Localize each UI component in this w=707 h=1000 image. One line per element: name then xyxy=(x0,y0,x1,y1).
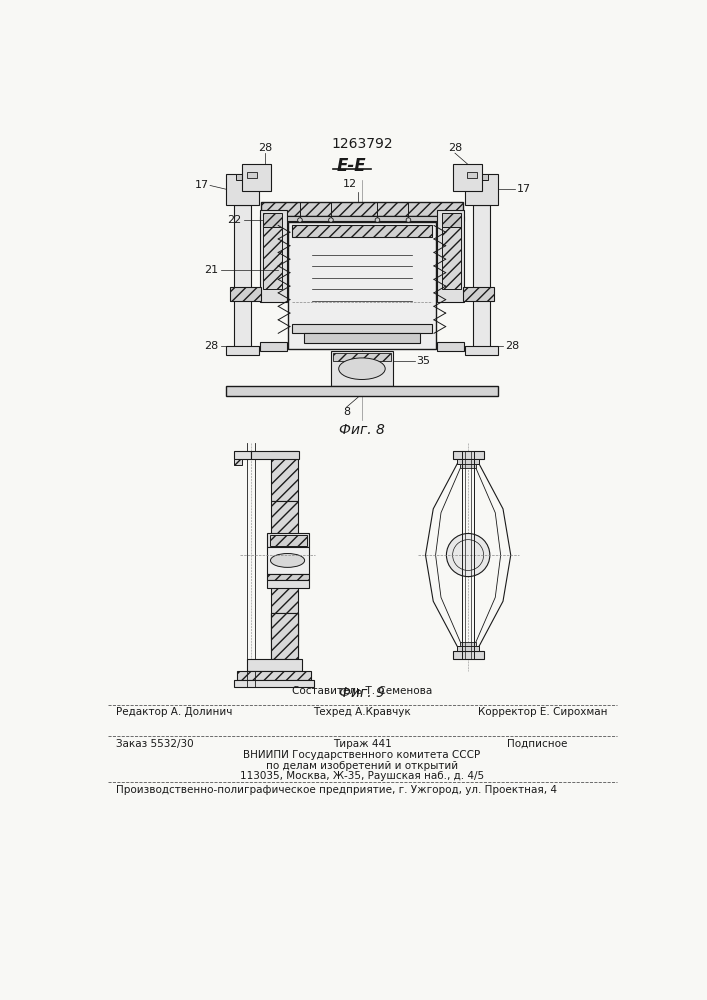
Text: ВНИИПИ Государственного комитета СССР: ВНИИПИ Государственного комитета СССР xyxy=(243,750,481,760)
Circle shape xyxy=(329,218,333,222)
Bar xyxy=(465,346,498,355)
Bar xyxy=(465,174,498,205)
Text: 28: 28 xyxy=(204,341,218,351)
Bar xyxy=(457,459,479,464)
Bar xyxy=(242,164,271,191)
FancyBboxPatch shape xyxy=(306,239,418,316)
Bar xyxy=(452,164,482,191)
Text: 28: 28 xyxy=(506,341,520,351)
Ellipse shape xyxy=(339,358,385,379)
Bar xyxy=(292,225,432,237)
Bar xyxy=(332,353,392,361)
Bar xyxy=(304,333,420,343)
Bar xyxy=(230,287,261,301)
Text: 28: 28 xyxy=(258,143,272,153)
Bar xyxy=(467,172,477,178)
Bar xyxy=(263,227,282,289)
Text: 21: 21 xyxy=(204,265,218,275)
Text: 8: 8 xyxy=(343,407,350,417)
Bar xyxy=(234,451,251,459)
Bar xyxy=(267,580,309,588)
Text: 17: 17 xyxy=(194,180,209,190)
Bar xyxy=(259,210,287,302)
Bar xyxy=(271,613,298,686)
Bar xyxy=(442,227,461,289)
Text: Подписное: Подписное xyxy=(507,739,567,749)
Text: 1263792: 1263792 xyxy=(331,137,393,151)
Bar xyxy=(452,451,484,459)
Text: 12: 12 xyxy=(344,179,357,189)
Bar xyxy=(267,533,309,547)
Bar xyxy=(271,451,298,501)
Bar xyxy=(457,646,479,651)
Bar xyxy=(259,342,287,351)
Bar xyxy=(251,451,299,459)
Text: Фиг. 8: Фиг. 8 xyxy=(339,423,385,437)
Text: 28: 28 xyxy=(448,143,462,153)
Text: Производственно-полиграфическое предприятие, г. Ужгород, ул. Проектная, 4: Производственно-полиграфическое предприя… xyxy=(115,785,556,795)
Bar xyxy=(267,574,309,580)
Bar xyxy=(331,351,393,386)
Bar xyxy=(462,287,493,301)
Bar xyxy=(473,205,490,347)
Text: Техред А.Кравчук: Техред А.Кравчук xyxy=(313,707,411,717)
Text: Составитель Т. Семенова: Составитель Т. Семенова xyxy=(292,686,432,696)
Bar xyxy=(270,535,307,546)
Bar xyxy=(452,651,484,659)
Bar xyxy=(226,346,259,355)
Bar xyxy=(235,174,250,180)
Text: по делам изобретений и открытий: по делам изобретений и открытий xyxy=(266,761,458,771)
Text: Заказ 5532/30: Заказ 5532/30 xyxy=(115,739,193,749)
Text: Фиг. 9: Фиг. 9 xyxy=(339,686,385,700)
Bar xyxy=(442,213,461,227)
Bar xyxy=(271,613,298,659)
Circle shape xyxy=(406,218,411,222)
Bar xyxy=(261,202,462,216)
Circle shape xyxy=(375,218,380,222)
Text: Тираж 441: Тираж 441 xyxy=(332,739,392,749)
Text: 35: 35 xyxy=(416,356,430,366)
Bar xyxy=(247,659,301,671)
Text: 17: 17 xyxy=(517,184,531,194)
Bar xyxy=(259,216,464,221)
Text: 113035, Москва, Ж-35, Раушская наб., д. 4/5: 113035, Москва, Ж-35, Раушская наб., д. … xyxy=(240,771,484,781)
Bar xyxy=(226,386,498,396)
Bar xyxy=(234,680,314,687)
Bar xyxy=(226,174,259,205)
Text: E-E: E-E xyxy=(337,157,367,175)
Bar xyxy=(460,642,476,646)
Text: Корректор Е. Сирохман: Корректор Е. Сирохман xyxy=(478,707,607,717)
Bar xyxy=(474,174,489,180)
Bar xyxy=(267,547,309,574)
Bar xyxy=(292,324,432,333)
Bar xyxy=(234,205,251,347)
Text: 22: 22 xyxy=(228,215,242,225)
Text: Редактор А. Долинич: Редактор А. Долинич xyxy=(115,707,232,717)
Ellipse shape xyxy=(271,554,305,567)
Bar xyxy=(437,210,464,302)
Bar xyxy=(460,464,476,468)
Bar xyxy=(288,222,436,349)
Bar xyxy=(234,459,242,465)
Bar xyxy=(247,172,257,178)
Bar xyxy=(237,671,311,680)
Circle shape xyxy=(446,533,490,577)
Circle shape xyxy=(298,218,303,222)
Bar xyxy=(263,213,282,227)
Bar xyxy=(271,501,298,640)
Bar xyxy=(437,342,464,351)
